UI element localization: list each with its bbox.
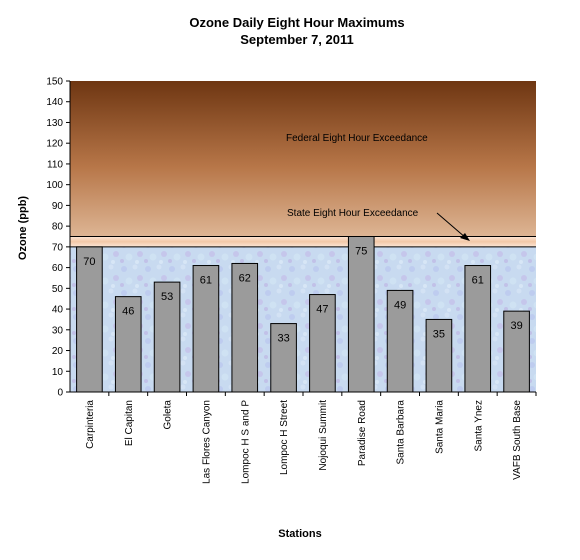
y-tick-label: 120: [46, 139, 63, 150]
y-tick-label: 100: [46, 180, 63, 191]
bar: [231, 262, 259, 393]
bar: [503, 310, 530, 393]
bar-value-label: 47: [316, 304, 328, 316]
x-category-label: Santa Ynez: [473, 400, 484, 452]
bar: [192, 265, 220, 393]
chart-subtitle: September 7, 2011: [240, 32, 353, 47]
x-category-label: Lompoc H S and P: [240, 400, 251, 484]
x-category-label: Paradise Road: [357, 400, 368, 466]
x-category-label: El Capitan: [124, 400, 135, 446]
bar: [347, 236, 375, 393]
bar: [386, 289, 414, 393]
bar: [425, 318, 453, 393]
x-category-label: Nojoqui Summit: [318, 400, 329, 471]
y-tick-label: 140: [46, 97, 63, 108]
y-tick-label: 110: [47, 159, 63, 170]
y-tick-label: 50: [52, 284, 64, 295]
x-category-label: Santa Maria: [434, 400, 445, 454]
bar: [76, 246, 103, 393]
x-category-label: Goleta: [163, 400, 174, 430]
y-tick-label: 70: [52, 242, 64, 253]
y-tick-label: 150: [46, 77, 63, 88]
bar-value-label: 53: [161, 291, 173, 303]
y-tick-label: 80: [52, 222, 64, 233]
y-tick-label: 90: [52, 201, 64, 212]
y-tick-label: 60: [52, 263, 64, 274]
bar-value-label: 46: [122, 306, 134, 318]
x-category-label: VAFB South Base: [512, 400, 523, 480]
bar: [309, 294, 336, 393]
federal-exceedance-band: [70, 81, 536, 237]
bar-value-label: 39: [510, 320, 522, 332]
bar-value-label: 70: [83, 256, 95, 268]
x-category-label: Las Flores Canyon: [201, 400, 212, 484]
bar: [153, 281, 181, 393]
x-category-label: Carpinteria: [85, 400, 96, 449]
bar-value-label: 62: [239, 272, 251, 284]
below-standard-band: [70, 246, 536, 392]
bar-value-label: 33: [277, 333, 289, 345]
federal-exceedance-label: Federal Eight Hour Exceedance: [286, 133, 428, 144]
y-axis-label: Ozone (ppb): [17, 196, 29, 260]
y-tick-label: 10: [52, 367, 64, 378]
bar-value-label: 35: [433, 328, 445, 340]
bar-value-label: 75: [355, 246, 367, 258]
y-tick-label: 30: [52, 325, 64, 336]
y-tick-label: 40: [52, 305, 64, 316]
x-axis-label: Stations: [278, 528, 321, 540]
y-tick-label: 0: [57, 388, 63, 399]
bar: [270, 323, 297, 393]
x-category-label: Lompoc H Street: [279, 400, 290, 475]
bar-value-label: 49: [394, 299, 406, 311]
bar-value-label: 61: [472, 275, 484, 287]
state-exceedance-arrow: [436, 212, 470, 241]
y-tick-label: 20: [52, 346, 64, 357]
state-exceedance-band: [70, 236, 536, 247]
chart-title: Ozone Daily Eight Hour Maximums: [189, 15, 404, 30]
bar-value-label: 61: [200, 275, 212, 287]
state-exceedance-label: State Eight Hour Exceedance: [287, 208, 419, 219]
bar: [464, 265, 492, 393]
y-tick-label: 130: [46, 118, 63, 129]
x-category-label: Santa Barbara: [396, 400, 407, 465]
